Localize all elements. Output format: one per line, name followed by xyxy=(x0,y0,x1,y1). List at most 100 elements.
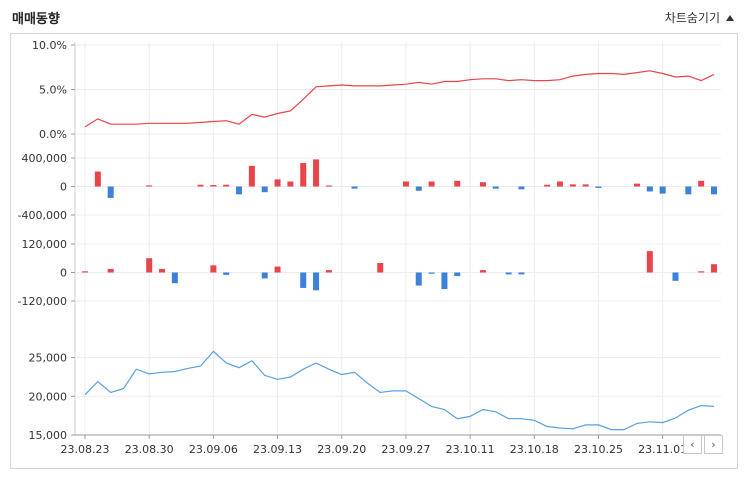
data-point xyxy=(610,72,613,75)
data-point xyxy=(340,373,343,376)
data-point xyxy=(533,419,536,422)
x-tick-label: 23.09.27 xyxy=(381,443,430,456)
data-point xyxy=(225,119,228,122)
y-tick-label: 120,000 xyxy=(22,238,68,251)
bar xyxy=(646,251,653,273)
data-point xyxy=(148,122,151,125)
data-point xyxy=(96,117,99,120)
bar xyxy=(428,181,435,187)
y-tick-label: 10.0% xyxy=(32,39,67,52)
x-tick-label: 23.08.30 xyxy=(125,443,174,456)
data-point xyxy=(327,368,330,371)
data-point xyxy=(482,77,485,80)
data-point xyxy=(276,378,279,381)
data-point xyxy=(315,362,318,365)
data-point xyxy=(353,371,356,374)
bar xyxy=(415,272,422,286)
bar xyxy=(659,186,666,194)
bar xyxy=(518,272,525,275)
data-point xyxy=(263,374,266,377)
data-point xyxy=(430,83,433,86)
next-button[interactable]: › xyxy=(704,435,723,454)
x-tick-label: 23.10.25 xyxy=(574,443,623,456)
bar xyxy=(313,159,320,187)
data-point xyxy=(366,382,369,385)
data-point xyxy=(135,368,138,371)
data-point xyxy=(122,123,125,126)
y-tick-label: 400,000 xyxy=(22,152,68,165)
chart-container: 10.0% 5.0% 0.0% 400,000 0 -400,000 120,000 0 -12… xyxy=(10,33,738,469)
bar xyxy=(698,180,705,187)
data-point xyxy=(302,98,305,101)
data-point xyxy=(263,116,266,119)
y-tick-label: 20,000 xyxy=(29,390,68,403)
bar xyxy=(582,184,589,187)
bar xyxy=(313,272,320,291)
bar xyxy=(94,171,101,187)
data-point xyxy=(289,109,292,112)
data-point xyxy=(469,78,472,81)
data-point xyxy=(584,73,587,76)
data-point xyxy=(571,75,574,78)
bar xyxy=(685,186,692,195)
data-point xyxy=(713,73,716,76)
bar xyxy=(646,186,653,192)
bar xyxy=(107,186,114,198)
data-point xyxy=(250,113,253,116)
bar xyxy=(492,186,499,189)
bar xyxy=(479,270,486,273)
bar xyxy=(274,266,281,273)
bar xyxy=(711,264,717,273)
data-point xyxy=(302,368,305,371)
bar xyxy=(171,272,178,284)
bar xyxy=(633,183,640,187)
data-point xyxy=(610,428,613,431)
bar xyxy=(248,165,255,187)
y-tick-label: 5.0% xyxy=(39,84,67,97)
bar xyxy=(711,186,717,195)
bar xyxy=(146,258,153,273)
header: 매매동향 차트숨기기 xyxy=(0,0,748,32)
series-line xyxy=(84,70,715,128)
data-point xyxy=(186,367,189,370)
data-point xyxy=(430,405,433,408)
data-point xyxy=(417,81,420,84)
data-point xyxy=(379,85,382,88)
y-tick-label: 0 xyxy=(60,181,67,194)
data-point xyxy=(392,389,395,392)
data-point xyxy=(161,371,164,374)
bar xyxy=(377,263,384,273)
data-point xyxy=(520,417,523,420)
data-point xyxy=(161,122,164,125)
prev-button[interactable]: ‹ xyxy=(683,435,702,454)
data-point xyxy=(173,370,176,373)
bar xyxy=(415,186,422,191)
data-point xyxy=(250,359,253,362)
data-point xyxy=(700,79,703,82)
bar xyxy=(159,268,166,273)
page-title: 매매동향 xyxy=(12,12,60,27)
data-point xyxy=(199,121,202,124)
data-point xyxy=(623,73,626,76)
hide-chart-toggle[interactable]: 차트숨기기 xyxy=(665,9,734,26)
data-point xyxy=(405,83,408,86)
data-point xyxy=(148,372,151,375)
data-point xyxy=(687,409,690,412)
data-point xyxy=(494,77,497,80)
data-point xyxy=(212,120,215,123)
bar xyxy=(698,271,705,273)
data-point xyxy=(597,72,600,75)
x-tick-label: 23.09.20 xyxy=(317,443,366,456)
data-point xyxy=(84,125,87,128)
bar xyxy=(236,186,243,195)
bar xyxy=(428,272,435,274)
data-point xyxy=(96,380,99,383)
data-point xyxy=(546,425,549,428)
data-point xyxy=(353,85,356,88)
data-point xyxy=(135,123,138,126)
data-point xyxy=(571,427,574,430)
bar xyxy=(261,186,268,193)
data-point xyxy=(379,391,382,394)
data-point xyxy=(109,391,112,394)
data-point xyxy=(623,428,626,431)
